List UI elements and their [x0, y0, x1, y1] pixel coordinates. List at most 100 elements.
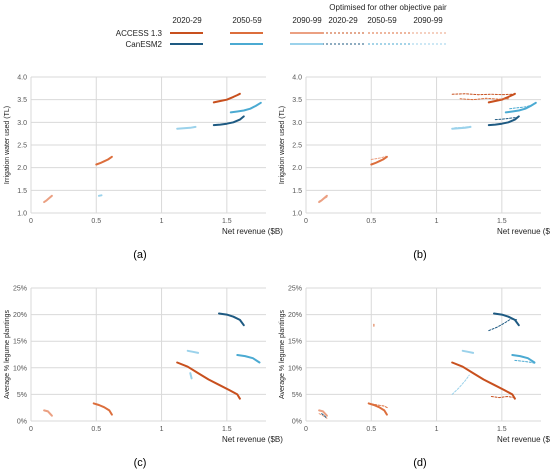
x-tick-label: 1 — [160, 426, 164, 433]
series-line-solid — [461, 349, 475, 354]
series-line-solid — [189, 372, 193, 380]
y-tick-label: 15% — [13, 339, 27, 346]
series-line-dashed — [514, 359, 537, 364]
y-tick-label: 2.5 — [292, 143, 302, 150]
series-line-dashed — [321, 413, 328, 419]
series-line-solid — [212, 115, 245, 127]
series-line-solid — [176, 125, 197, 130]
series-line-solid — [95, 155, 113, 166]
series-line-dashed — [451, 374, 470, 395]
series-line-dashed — [318, 196, 328, 202]
x-tick-label: 1.5 — [222, 218, 232, 225]
x-tick-label: 0.5 — [91, 426, 101, 433]
legend-period-header: 2050-59 — [232, 16, 262, 25]
y-tick-label: 3.0 — [292, 120, 302, 127]
series-line-solid — [487, 115, 520, 127]
x-tick-label: 0 — [304, 218, 308, 225]
y-tick-label: 0% — [292, 419, 302, 426]
x-tick-label: 1 — [435, 426, 439, 433]
y-tick-label: 5% — [292, 392, 302, 399]
x-axis-label: Net revenue ($B) — [222, 227, 283, 236]
x-tick-label: 1.5 — [497, 218, 507, 225]
y-tick-label: 20% — [13, 312, 27, 319]
y-tick-label: 25% — [13, 286, 27, 293]
series-line-solid — [229, 101, 262, 114]
y-tick-label: 1.5 — [17, 188, 27, 195]
series-line-solid — [43, 194, 53, 204]
chart-panel-a: 0 0.5 1 1.5 1.0 1.5 2.0 2.5 3.0 3.5 4.0 Net revenue… — [4, 75, 283, 262]
y-tick-label: 10% — [288, 365, 302, 372]
series-line-dashed — [494, 116, 518, 121]
y-tick-label: 3.5 — [17, 97, 27, 104]
series-line-solid — [487, 92, 516, 104]
panel-label: (a) — [133, 249, 146, 261]
legend-optimised-title: Optimised for other objective pair — [329, 3, 447, 12]
panel-label: (c) — [134, 457, 147, 469]
series-line-solid — [43, 409, 53, 417]
series-line-solid — [97, 194, 103, 197]
x-tick-label: 0.5 — [366, 218, 376, 225]
y-tick-label: 3.0 — [17, 120, 27, 127]
series-line-solid — [451, 361, 516, 400]
legend-period-header: 2050-59 — [367, 16, 397, 25]
y-tick-label: 0% — [17, 419, 27, 426]
y-axis-label: Irrigation water used (TL) — [4, 106, 11, 184]
y-axis-label: Average % legume plantings — [279, 310, 286, 399]
y-tick-label: 2.5 — [17, 143, 27, 150]
x-tick-label: 0.5 — [91, 218, 101, 225]
series-line-solid — [493, 312, 520, 327]
x-tick-label: 0.5 — [366, 426, 376, 433]
y-axis-label: Irrigation water used (TL) — [279, 106, 286, 184]
series-line-solid — [218, 312, 245, 327]
legend-period-header: 2090-99 — [292, 16, 322, 25]
series-line-solid — [92, 402, 113, 416]
legend-period-header: 2090-99 — [413, 16, 443, 25]
series-line-dashed — [451, 93, 513, 96]
y-tick-label: 5% — [17, 392, 27, 399]
y-tick-label: 2.0 — [292, 165, 302, 172]
series-line-solid — [212, 92, 241, 104]
series-line-solid — [511, 354, 536, 364]
y-tick-label: 4.0 — [292, 75, 302, 82]
panel-label: (d) — [413, 457, 426, 469]
chart-panel-c: 0 0.5 1 1.5 0% 5% 10% 15% 20% 25% Net revenue ($B)… — [4, 286, 283, 470]
series-line-dashed — [490, 396, 516, 399]
series-line-solid — [186, 349, 200, 354]
series-line-dashed — [454, 125, 471, 129]
series-line-dashed — [509, 102, 537, 110]
y-axis-label: Average % legume plantings — [4, 310, 11, 399]
series-line-solid — [318, 409, 328, 417]
chart-panel-d: 0 0.5 1 1.5 0% 5% 10% 15% 20% 25% Net revenue ($B)… — [279, 286, 550, 470]
x-axis-label: Net revenue ($B) — [497, 435, 550, 444]
series-line-solid — [176, 361, 241, 400]
legend-period-header: 2020-29 — [328, 16, 358, 25]
y-tick-label: 4.0 — [17, 75, 27, 82]
x-tick-label: 1.5 — [222, 426, 232, 433]
y-tick-label: 1.0 — [292, 211, 302, 218]
y-tick-label: 15% — [288, 339, 302, 346]
panel-label: (b) — [413, 249, 426, 261]
legend-period-header: 2020-29 — [172, 16, 202, 25]
series-line-dashed — [370, 403, 389, 409]
chart-panel-b: 0 0.5 1 1.5 1.0 1.5 2.0 2.5 3.0 3.5 4.0 Net revenue… — [279, 75, 550, 262]
x-tick-label: 0 — [304, 426, 308, 433]
legend: Optimised for other objective pair 2020-… — [116, 3, 447, 49]
series-line-dashed — [488, 318, 518, 332]
y-tick-label: 2.0 — [17, 165, 27, 172]
x-tick-label: 1.5 — [497, 426, 507, 433]
y-tick-label: 10% — [13, 365, 27, 372]
y-tick-label: 20% — [288, 312, 302, 319]
y-tick-label: 1.5 — [292, 188, 302, 195]
series-line-solid — [236, 354, 261, 364]
legend-model-label: ACCESS 1.3 — [116, 29, 163, 38]
series-line-solid — [370, 155, 388, 166]
x-tick-label: 0 — [29, 426, 33, 433]
legend-model-label: CanESM2 — [126, 40, 163, 49]
panels: 0 0.5 1 1.5 1.0 1.5 2.0 2.5 3.0 3.5 4.0 Net revenue… — [4, 75, 550, 470]
series-line-solid — [451, 125, 472, 130]
x-axis-label: Net revenue ($B) — [497, 227, 550, 236]
x-axis-label: Net revenue ($B) — [222, 435, 283, 444]
x-tick-label: 1 — [160, 218, 164, 225]
y-tick-label: 3.5 — [292, 97, 302, 104]
